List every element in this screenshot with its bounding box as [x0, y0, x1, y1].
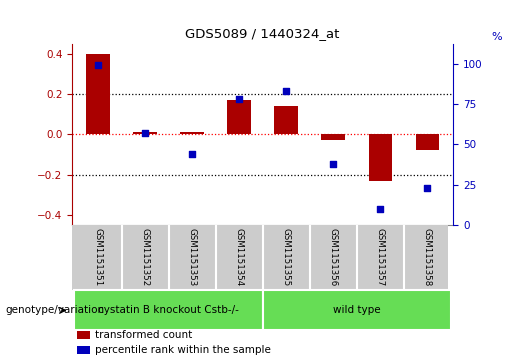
Text: GSM1151354: GSM1151354	[235, 228, 244, 286]
Text: GSM1151358: GSM1151358	[423, 228, 432, 286]
Bar	[75, 290, 263, 330]
Bar	[263, 290, 451, 330]
Point	[235, 96, 243, 102]
Text: GSM1151352: GSM1151352	[141, 228, 149, 286]
Bar	[180, 132, 204, 134]
Text: percentile rank within the sample: percentile rank within the sample	[95, 345, 271, 355]
Point	[94, 62, 102, 68]
Text: wild type: wild type	[333, 305, 381, 315]
Text: cystatin B knockout Cstb-/-: cystatin B knockout Cstb-/-	[98, 305, 239, 315]
Text: GSM1151355: GSM1151355	[282, 228, 290, 286]
Point	[376, 206, 384, 212]
Text: transformed count: transformed count	[95, 330, 193, 340]
Text: %: %	[491, 32, 502, 42]
Bar	[321, 134, 345, 140]
Text: GSM1151351: GSM1151351	[94, 228, 102, 286]
Bar	[369, 134, 392, 181]
Bar	[227, 100, 251, 134]
Point	[188, 151, 196, 157]
Bar	[416, 134, 439, 150]
Point	[141, 130, 149, 136]
Text: GSM1151353: GSM1151353	[187, 228, 197, 286]
Bar	[86, 54, 110, 134]
Bar	[133, 132, 157, 134]
Text: GSM1151356: GSM1151356	[329, 228, 338, 286]
Point	[423, 185, 432, 191]
Point	[329, 161, 337, 167]
Text: GSM1151357: GSM1151357	[376, 228, 385, 286]
Point	[282, 88, 290, 94]
Text: genotype/variation: genotype/variation	[5, 305, 104, 315]
Title: GDS5089 / 1440324_at: GDS5089 / 1440324_at	[185, 26, 340, 40]
Bar	[274, 106, 298, 134]
